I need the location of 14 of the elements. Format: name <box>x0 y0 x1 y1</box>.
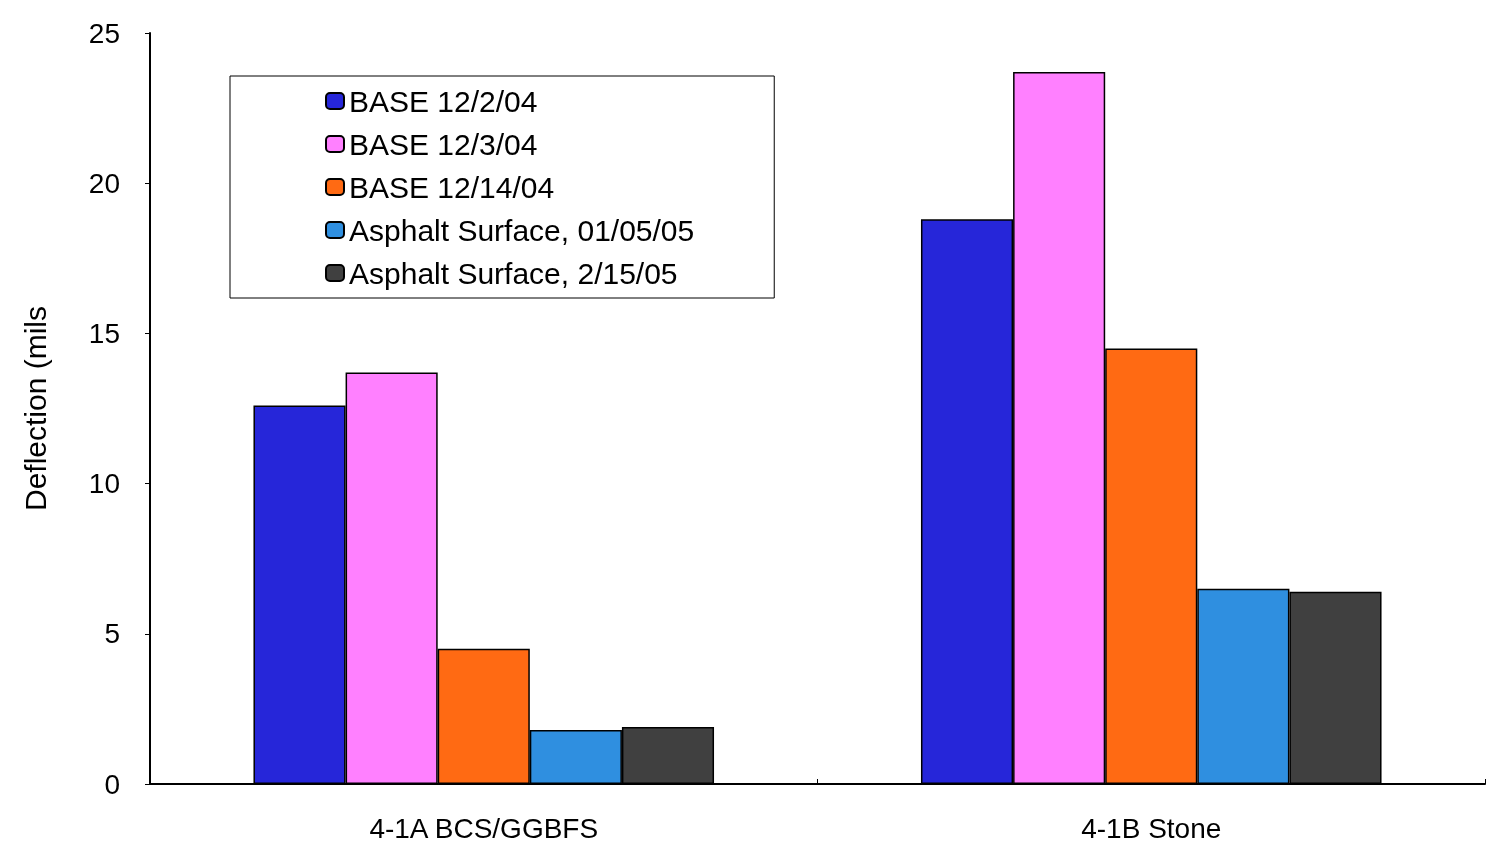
y-tick-label: 25 <box>88 17 120 49</box>
legend-label: Asphalt Surface, 01/05/05 <box>349 213 695 247</box>
y-tick-label: 5 <box>104 618 120 650</box>
y-tick-label: 20 <box>88 167 120 199</box>
legend-label: BASE 12/2/04 <box>349 84 538 118</box>
y-tick-label: 10 <box>88 468 120 500</box>
legend-label: Asphalt Surface, 2/15/05 <box>349 256 678 290</box>
legend-label: BASE 12/3/04 <box>349 127 538 161</box>
y-axis-title: Deflection (mils <box>18 305 52 512</box>
x-tick-label: 4-1B Stone <box>1081 812 1222 844</box>
y-tick-label: 15 <box>88 317 120 349</box>
x-tick-label: 4-1A BCS/GGBFS <box>369 812 599 844</box>
legend-label: BASE 12/14/04 <box>349 170 555 204</box>
y-tick-label: 0 <box>104 768 120 800</box>
